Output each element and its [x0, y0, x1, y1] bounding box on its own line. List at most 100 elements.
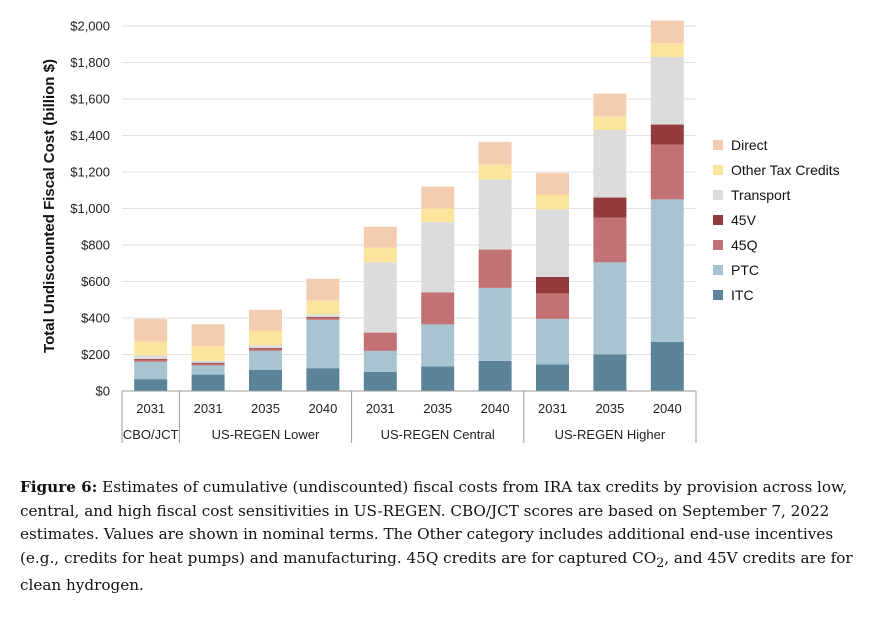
legend-swatch: [713, 190, 723, 200]
stacked-bar-chart: $0 $200 $400 $600 $800 $1,000 $1,200 $1,400 $1,6…: [41, 19, 840, 443]
y-tick-label: $1,000: [70, 201, 110, 216]
bar-segment-ptc: [249, 350, 282, 371]
x-group-label: US-REGEN Lower: [212, 427, 320, 442]
x-tick-label: 2040: [481, 401, 510, 416]
bar-segment-transport: [306, 314, 340, 318]
bar-segment-45q: [363, 332, 397, 351]
bar-segment-45q: [478, 249, 512, 288]
legend-swatch: [713, 165, 723, 175]
bar-segment-other-tax-credits: [306, 300, 340, 315]
y-tick-label: $1,200: [70, 165, 110, 180]
bar-segment-itc: [249, 370, 282, 391]
y-tick-label: $1,600: [70, 92, 110, 107]
x-tick-label: 2031: [538, 401, 567, 416]
bar-segment-45v: [134, 359, 168, 360]
bar-segment-ptc: [593, 262, 627, 355]
legend-label: 45V: [731, 212, 757, 228]
bar-segment-other-tax-credits: [478, 164, 512, 180]
bar-segment-transport: [593, 130, 627, 198]
x-tick-label: 2035: [251, 401, 280, 416]
legend-label: Transport: [731, 187, 791, 203]
x-tick-label: 2035: [595, 401, 624, 416]
bar-segment-other-tax-credits: [650, 43, 684, 58]
bar-segment-ptc: [191, 365, 225, 375]
x-group-label: US-REGEN Central: [381, 427, 495, 442]
y-axis: $0 $200 $400 $600 $800 $1,000 $1,200 $1,400 $1,6…: [70, 19, 110, 399]
bar-segment-45q: [593, 217, 627, 263]
caption-text-end: , and 45V credits are for clean hydrogen…: [20, 548, 853, 595]
bar-segment-transport: [363, 262, 397, 333]
caption-subscript: 2: [656, 554, 665, 570]
bar-segment-45v: [536, 276, 569, 294]
bar-segment-45v: [249, 348, 282, 350]
bar-segment-45q: [134, 359, 168, 362]
legend-label: Other Tax Credits: [731, 162, 840, 178]
x-tick-label: 2031: [194, 401, 223, 416]
legend-swatch: [713, 215, 723, 225]
bar-segment-ptc: [650, 199, 684, 342]
bars: [134, 20, 684, 391]
bar-segment-transport: [249, 345, 282, 349]
caption-text: Estimates of cumulative (undiscounted) f…: [20, 478, 848, 567]
bar-segment-transport: [536, 209, 569, 277]
bar-segment-itc: [421, 366, 455, 391]
bar-segment-other-tax-credits: [363, 247, 397, 263]
bar-segment-direct: [191, 324, 225, 347]
bar-segment-itc: [593, 354, 627, 391]
bar-segment-transport: [650, 57, 684, 125]
bar-segment-45q: [306, 318, 340, 320]
bar-segment-ptc: [421, 324, 455, 367]
y-axis-label: Total Undiscounted Fiscal Cost (billion …: [41, 59, 58, 353]
bar-segment-other-tax-credits: [134, 341, 168, 356]
bar-segment-direct: [650, 20, 684, 44]
legend-swatch: [713, 140, 723, 150]
bar-segment-direct: [363, 226, 397, 248]
bar-segment-other-tax-credits: [249, 330, 282, 346]
x-tick-label: 2031: [136, 401, 165, 416]
legend-label: ITC: [731, 287, 754, 303]
bar-segment-other-tax-credits: [536, 194, 569, 210]
y-tick-label: $800: [81, 238, 110, 253]
bar-segment-other-tax-credits: [593, 116, 627, 131]
x-tick-label: 2035: [423, 401, 452, 416]
bar-segment-itc: [134, 379, 168, 391]
x-tick-label: 2031: [366, 401, 395, 416]
legend-swatch: [713, 265, 723, 275]
bar-segment-ptc: [363, 350, 397, 372]
bar-segment-direct: [249, 309, 282, 331]
bar-segment-direct: [593, 93, 627, 117]
legend-swatch: [713, 240, 723, 250]
y-tick-label: $0: [96, 384, 110, 399]
bar-segment-transport: [134, 355, 168, 360]
x-tick-label: 2040: [308, 401, 337, 416]
gridlines: [122, 25, 696, 355]
bar-segment-itc: [650, 341, 684, 391]
bar-segment-transport: [478, 179, 512, 250]
bar-segment-other-tax-credits: [421, 208, 455, 223]
legend-swatch: [713, 290, 723, 300]
bar-segment-direct: [421, 186, 455, 209]
bar-segment-45v: [306, 317, 340, 318]
legend: Direct Other Tax Credits Transport 45V 45Q PT…: [713, 137, 840, 303]
bar-segment-itc: [191, 374, 225, 391]
bar-segment-transport: [421, 222, 455, 293]
y-tick-label: $200: [81, 347, 110, 362]
bar-segment-direct: [536, 172, 569, 195]
bar-segment-ptc: [306, 319, 340, 369]
bar-segment-45q: [421, 292, 455, 325]
bar-segment-direct: [478, 141, 512, 165]
x-group-label: US-REGEN Higher: [555, 427, 666, 442]
bar-segment-45v: [593, 197, 627, 218]
bar-segment-45q: [191, 363, 225, 366]
bar-segment-ptc: [134, 361, 168, 380]
bar-segment-direct: [306, 278, 340, 301]
bar-segment-45q: [249, 349, 282, 351]
y-tick-label: $1,800: [70, 55, 110, 70]
y-tick-label: $2,000: [70, 19, 110, 34]
legend-label: PTC: [731, 262, 759, 278]
bar-segment-direct: [134, 318, 168, 342]
bar-segment-itc: [306, 368, 340, 391]
bar-segment-transport: [191, 360, 225, 363]
x-group-label: CBO/JCT: [123, 427, 179, 442]
x-axis: 2031 2031 2035 2040 2031 2035 2040 2031 2035 2040…: [121, 390, 697, 443]
